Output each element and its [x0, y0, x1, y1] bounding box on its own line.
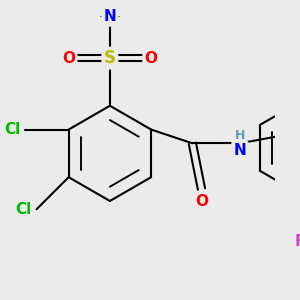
Text: O: O	[145, 51, 158, 66]
Text: O: O	[62, 51, 75, 66]
Text: Cl: Cl	[4, 122, 20, 137]
Text: S: S	[104, 49, 116, 67]
Text: Cl: Cl	[16, 202, 32, 217]
Text: H: H	[235, 130, 245, 142]
Text: F: F	[294, 234, 300, 249]
Text: N: N	[103, 9, 116, 24]
Text: O: O	[195, 194, 208, 209]
Text: N: N	[234, 143, 246, 158]
